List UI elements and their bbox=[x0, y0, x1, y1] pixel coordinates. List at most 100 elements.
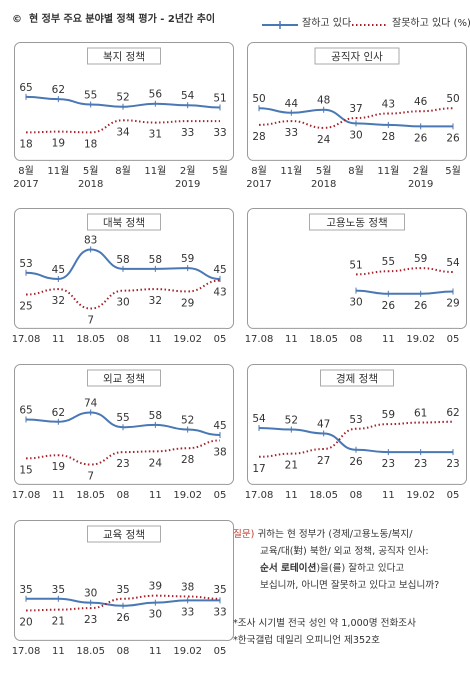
chart-title-box bbox=[87, 213, 161, 231]
data-label-negative: 38 bbox=[213, 446, 226, 458]
data-label-positive: 26 bbox=[446, 132, 460, 144]
x-tick-label: 11 bbox=[52, 334, 65, 345]
chart-title: 교육 정책 bbox=[103, 529, 145, 541]
x-tick-label: 17.08 bbox=[245, 334, 274, 345]
data-label-negative: 61 bbox=[414, 408, 427, 420]
data-label-positive: 45 bbox=[213, 420, 226, 432]
data-label-negative: 50 bbox=[446, 93, 459, 105]
data-label-negative: 62 bbox=[446, 407, 459, 419]
data-label-negative: 18 bbox=[19, 138, 32, 150]
data-label-positive: 26 bbox=[414, 300, 428, 312]
data-label-positive: 55 bbox=[116, 412, 129, 424]
data-label-negative: 33 bbox=[213, 127, 226, 139]
x-tick-label: 5월 bbox=[445, 165, 461, 177]
x-tick-label: 8월 bbox=[348, 165, 364, 177]
chart-title: 복지 정책 bbox=[103, 51, 145, 63]
data-label-negative: 31 bbox=[149, 129, 162, 141]
data-label-positive: 58 bbox=[116, 254, 129, 266]
data-label-negative: 59 bbox=[382, 409, 395, 421]
note-question: 질문) 귀하는 현 정부가 (경제/고용노동/복지/ bbox=[233, 528, 412, 541]
data-label-positive: 35 bbox=[19, 584, 32, 596]
note-question-label: 질문) bbox=[233, 529, 255, 540]
x-tick-label: 11 bbox=[382, 334, 395, 345]
data-label-positive: 58 bbox=[149, 410, 162, 422]
chart-foreign: 외교 정책 17.08 11 18.05 08 11 19.02 05 65 62 74 55 58 52… bbox=[12, 364, 234, 501]
data-label-positive: 35 bbox=[52, 584, 65, 596]
data-label-positive: 33 bbox=[213, 606, 226, 618]
series-line-negative bbox=[25, 439, 221, 466]
data-label-negative: 19 bbox=[52, 461, 65, 473]
data-label-positive: 51 bbox=[213, 92, 226, 104]
data-label-negative: 23 bbox=[84, 614, 97, 626]
data-label-negative: 30 bbox=[116, 297, 129, 309]
data-label-negative: 32 bbox=[149, 295, 162, 307]
data-label-positive: 26 bbox=[116, 612, 130, 624]
series-line-negative bbox=[258, 107, 454, 129]
x-tick-label: 11 bbox=[149, 334, 162, 345]
x-tick-label: 11 bbox=[149, 646, 162, 657]
x-tick-label: 11 bbox=[382, 490, 395, 501]
x-tick-label: 11 bbox=[52, 646, 65, 657]
data-label-positive: 23 bbox=[446, 458, 459, 470]
x-tick-label: 08 bbox=[350, 334, 363, 345]
data-label-negative: 25 bbox=[19, 301, 32, 313]
data-label-negative: 51 bbox=[349, 259, 362, 271]
x-tick-label: 19.02 bbox=[173, 490, 202, 501]
series-line-negative bbox=[25, 119, 220, 134]
data-label-negative: 55 bbox=[382, 256, 395, 268]
data-label-positive: 54 bbox=[181, 90, 195, 102]
chart-frame bbox=[14, 42, 234, 161]
note-line6: *한국갤럽 데일리 오피니언 제352호 bbox=[233, 635, 380, 646]
x-tick-label: 08 bbox=[350, 490, 363, 501]
data-label-negative: 53 bbox=[349, 414, 362, 426]
note-line3-bold: 순서 로테이션 bbox=[260, 563, 317, 574]
data-label-positive: 74 bbox=[84, 397, 98, 409]
data-label-positive: 62 bbox=[52, 84, 65, 96]
x-tick-label: 18.05 bbox=[76, 490, 105, 501]
x-tick-label: 11 bbox=[149, 490, 162, 501]
x-tick-label: 05 bbox=[214, 490, 227, 501]
data-label-positive: 62 bbox=[52, 407, 65, 419]
x-tick-label: 11 bbox=[285, 334, 298, 345]
data-label-positive: 30 bbox=[349, 129, 362, 141]
data-label-positive: 45 bbox=[52, 264, 65, 276]
x-tick-label: 19.02 bbox=[406, 334, 435, 345]
chart-personnel: 공직자 인사 8월 2017 11월 5월 2018 8월 11월 2월 2019 5월 50 44 48… bbox=[246, 42, 467, 190]
x-tick-label: 18.05 bbox=[309, 490, 338, 501]
data-label-negative: 18 bbox=[84, 138, 97, 150]
chart-labor: 고용노동 정책 17.08 11 18.05 08 11 19.02 05 30 26 26 29 51… bbox=[245, 208, 467, 345]
x-tick-label: 2017 bbox=[246, 179, 271, 190]
data-label-positive: 50 bbox=[252, 93, 265, 105]
chart-economy: 경제 정책 17.08 11 18.05 08 11 19.02 05 54 52 47 26 23 23… bbox=[245, 364, 467, 501]
data-label-negative: 35 bbox=[213, 584, 226, 596]
data-label-positive: 52 bbox=[181, 415, 194, 427]
data-label-negative: 43 bbox=[213, 287, 226, 299]
data-label-positive: 30 bbox=[349, 297, 362, 309]
data-label-negative: 54 bbox=[446, 257, 460, 269]
x-tick-label: 05 bbox=[447, 334, 460, 345]
data-label-negative: 37 bbox=[349, 103, 362, 115]
data-label-negative: 39 bbox=[149, 581, 162, 593]
x-tick-label: 05 bbox=[214, 334, 227, 345]
chart-frame bbox=[247, 364, 467, 485]
data-label-negative: 20 bbox=[19, 616, 32, 628]
data-label-positive: 83 bbox=[84, 234, 97, 246]
note-line2: 교육/대(對) 북한/ 외교 정책, 공직자 인사: bbox=[260, 546, 429, 557]
copyright-mark: © bbox=[12, 14, 22, 25]
chart-title: 경제 정책 bbox=[336, 372, 378, 385]
x-tick-label: 11월 bbox=[280, 165, 302, 177]
chart-title: 고용노동 정책 bbox=[326, 217, 387, 229]
data-label-negative: 24 bbox=[317, 134, 331, 146]
data-label-positive: 53 bbox=[19, 258, 32, 270]
data-label-positive: 45 bbox=[213, 264, 226, 276]
x-tick-label: 8월 bbox=[115, 165, 131, 177]
data-label-positive: 28 bbox=[382, 131, 395, 143]
data-label-positive: 33 bbox=[181, 606, 194, 618]
x-tick-label: 11 bbox=[285, 490, 298, 501]
data-label-positive: 26 bbox=[349, 456, 363, 468]
data-label-positive: 59 bbox=[181, 253, 194, 265]
figure-title: © 현 정부 주요 분야별 정책 평가 - 2년간 추이 bbox=[12, 10, 215, 25]
data-label-positive: 56 bbox=[149, 89, 163, 101]
data-label-negative: 33 bbox=[181, 127, 194, 139]
x-tick-label: 11 bbox=[52, 490, 65, 501]
